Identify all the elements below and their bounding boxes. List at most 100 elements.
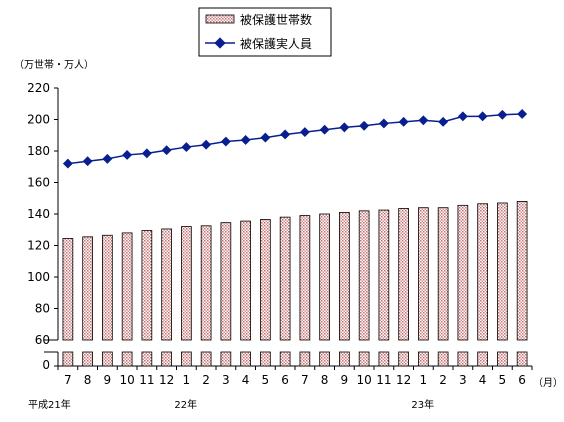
x-tick-label: 10 <box>119 373 134 387</box>
bar <box>319 213 330 367</box>
bar <box>141 230 153 367</box>
bar <box>220 222 232 367</box>
line-point <box>378 118 389 129</box>
line-point <box>280 129 291 140</box>
x-tick-label: 9 <box>104 373 112 387</box>
bar-upper-segment <box>279 216 291 341</box>
bar-upper-segment <box>102 234 113 341</box>
bar-lower-segment <box>398 351 409 367</box>
line-point <box>319 124 330 135</box>
bar <box>437 207 449 367</box>
bar-upper-segment <box>418 207 429 341</box>
bar-upper-segment <box>260 219 271 341</box>
axes-layer <box>44 87 533 370</box>
line-point <box>122 149 133 160</box>
line-point <box>517 109 528 119</box>
legend: 被保護世帯数 被保護実人員 <box>198 7 332 57</box>
bar-upper-segment <box>121 232 133 341</box>
line-point <box>418 115 429 126</box>
y-tick-label: 160 <box>27 176 50 190</box>
bar-upper-segment <box>516 200 528 341</box>
bar <box>62 238 74 367</box>
x-tick-label: 11 <box>376 373 391 387</box>
x-tick-label: 11 <box>139 373 154 387</box>
bar <box>378 209 390 367</box>
line-point <box>339 122 350 133</box>
x-tick-label: 4 <box>479 373 487 387</box>
line-point <box>220 136 231 147</box>
bar-upper-segment <box>299 215 311 341</box>
y-tick-label: 140 <box>27 207 50 221</box>
bar <box>181 226 192 367</box>
line-point <box>161 145 172 156</box>
x-tick-label: 1 <box>420 373 428 387</box>
bar-lower-segment <box>299 351 311 367</box>
bar-upper-segment <box>240 220 251 341</box>
bar-upper-segment <box>319 213 330 341</box>
x-tick-label: 6 <box>281 373 289 387</box>
bar-lower-segment <box>358 351 370 367</box>
bar-upper-segment <box>437 207 449 341</box>
bar-lower-segment <box>240 351 251 367</box>
x-unit-label: （月） <box>533 377 563 389</box>
bar <box>339 212 350 367</box>
line-point <box>201 139 212 150</box>
line-point <box>181 142 192 153</box>
line-point <box>359 120 370 131</box>
line-point <box>141 148 152 159</box>
y-tick-label: 220 <box>27 81 50 95</box>
bar-lower-segment <box>477 351 488 367</box>
y-unit-label: （万世帯・万人） <box>14 58 94 71</box>
x-tick-label: 7 <box>301 373 309 387</box>
x-tick-label: 12 <box>159 373 174 387</box>
line-point <box>240 135 251 145</box>
line-point <box>438 116 449 127</box>
bar <box>161 228 172 367</box>
x-tick-label: 3 <box>459 373 467 387</box>
x-tick-label: 3 <box>222 373 230 387</box>
y-tick-label: 100 <box>27 270 50 284</box>
x-tick-label: 6 <box>518 373 526 387</box>
bar <box>121 232 133 367</box>
bar-upper-segment <box>141 230 153 341</box>
y-tick-label: 0 <box>42 358 50 372</box>
series-line <box>67 113 523 165</box>
bar-upper-segment <box>62 238 74 341</box>
y-tick-label: 200 <box>27 113 50 127</box>
x-tick-label: 5 <box>262 373 270 387</box>
bar <box>358 210 370 367</box>
x-tick-label: 12 <box>396 373 411 387</box>
bar-upper-segment <box>339 212 350 341</box>
bar-lower-segment <box>260 351 271 367</box>
bar-lower-segment <box>279 351 291 367</box>
bar-lower-segment <box>220 351 232 367</box>
line-point <box>497 109 508 120</box>
bar-lower-segment <box>457 351 469 367</box>
x-tick-label: 8 <box>84 373 92 387</box>
year-label: 22年 <box>174 398 197 411</box>
bar-lower-segment <box>121 351 133 367</box>
bar <box>477 203 488 367</box>
x-tick-label: 10 <box>356 373 371 387</box>
bar <box>240 220 251 367</box>
legend-line-marker <box>214 37 226 49</box>
bar-upper-segment <box>161 228 172 341</box>
line-point <box>299 127 310 138</box>
y-tick-label: 60 <box>35 333 50 347</box>
x-tick-label: 4 <box>242 373 250 387</box>
bar-lower-segment <box>161 351 172 367</box>
bar-lower-segment <box>418 351 429 367</box>
bar-upper-segment <box>398 208 409 341</box>
line-point <box>82 156 93 167</box>
bar-lower-segment <box>141 351 153 367</box>
bar <box>418 207 429 367</box>
bar <box>279 216 291 367</box>
bar <box>457 204 469 367</box>
bar <box>516 200 528 367</box>
bar-lower-segment <box>319 351 330 367</box>
bar-upper-segment <box>220 222 232 341</box>
line-point <box>398 116 409 127</box>
